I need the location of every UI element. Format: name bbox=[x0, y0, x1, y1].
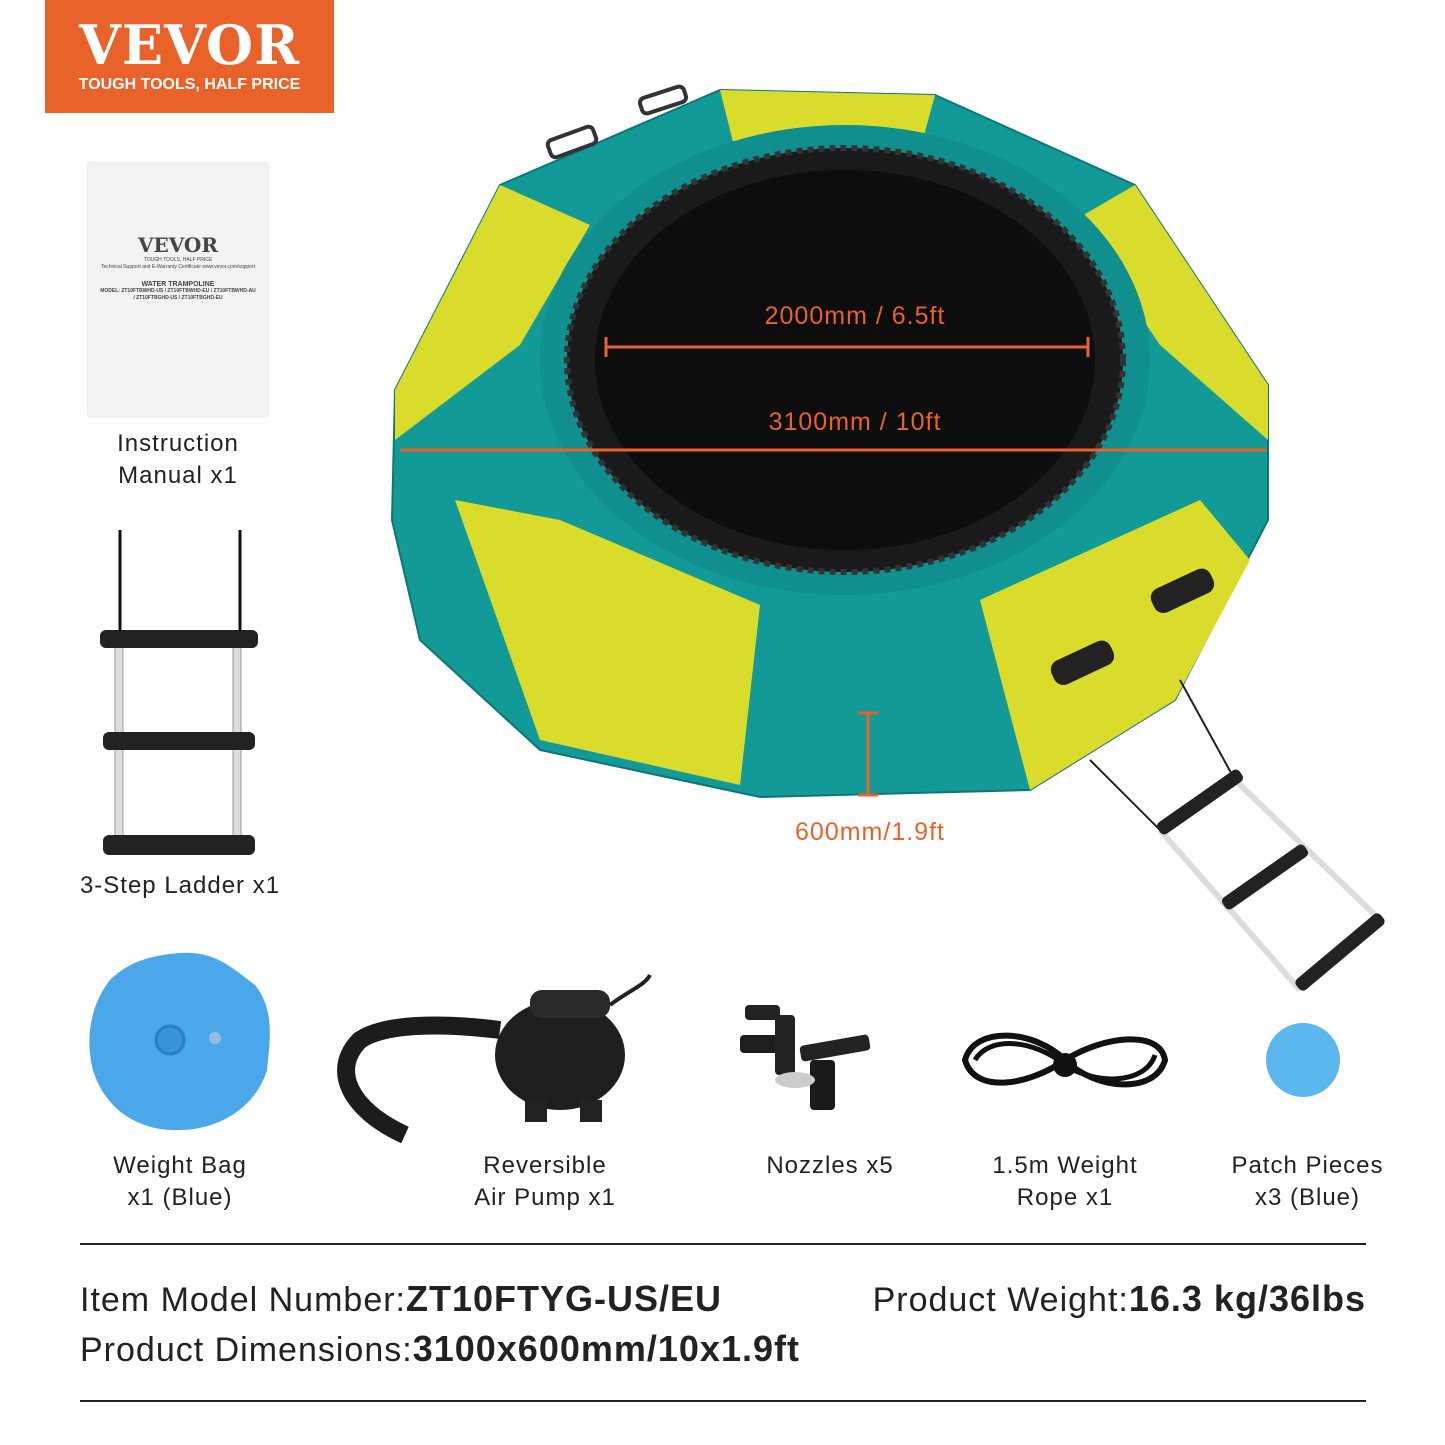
weight-label: Product Weight: bbox=[872, 1281, 1129, 1319]
manual-tagline: TOUGH TOOLS, HALF PRICE bbox=[143, 257, 213, 263]
caption-line: Nozzles x5 bbox=[766, 1152, 894, 1179]
caption-line: Manual x1 bbox=[118, 462, 238, 489]
model-value: ZT10FTYG-US/EU bbox=[406, 1278, 723, 1319]
brand-logo: VEVOR TOUGH TOOLS, HALF PRICE bbox=[45, 0, 334, 113]
mat-diameter-label: 2000mm / 6.5ft bbox=[764, 302, 946, 330]
brand-name: VEVOR bbox=[79, 13, 300, 77]
nozzles-image bbox=[740, 1005, 871, 1110]
caption-rope: 1.5m Weight Rope x1 bbox=[965, 1150, 1165, 1214]
caption-line: Weight Bag bbox=[113, 1152, 247, 1179]
overall-diameter-label: 3100mm / 10ft bbox=[768, 408, 942, 436]
caption-line: Patch Pieces bbox=[1231, 1152, 1384, 1179]
dims-label: Product Dimensions: bbox=[80, 1331, 413, 1369]
trampoline-image bbox=[390, 84, 1385, 992]
divider-top bbox=[80, 1243, 1366, 1245]
height-label: 600mm/1.9ft bbox=[795, 818, 945, 846]
caption-line: Air Pump x1 bbox=[474, 1184, 616, 1211]
product-weight: Product Weight:16.3 kg/36lbs bbox=[873, 1278, 1366, 1320]
air-pump-image bbox=[337, 973, 652, 1144]
rope-image bbox=[961, 1032, 1169, 1088]
brand-tagline: TOUGH TOOLS, HALF PRICE bbox=[78, 76, 301, 93]
patch-pieces-image bbox=[1266, 1023, 1340, 1097]
weight-bag-image bbox=[89, 952, 270, 1131]
manual-brand: VEVOR bbox=[138, 233, 218, 257]
dims-value: 3100x600mm/10x1.9ft bbox=[412, 1328, 800, 1369]
caption-line: x3 (Blue) bbox=[1254, 1184, 1361, 1211]
manual-models: MODEL: ZT10FTBWHD-US / ZT10FTBWHD-EU / Z… bbox=[100, 288, 256, 301]
weight-value: 16.3 kg/36lbs bbox=[1128, 1278, 1366, 1319]
caption-line: 1.5m Weight bbox=[992, 1152, 1138, 1179]
caption-line: Instruction bbox=[117, 430, 239, 457]
product-dimensions: Product Dimensions:3100x600mm/10x1.9ft bbox=[80, 1328, 800, 1370]
caption-weight-bag: Weight Bag x1 (Blue) bbox=[80, 1150, 280, 1214]
caption-ladder: 3-Step Ladder x1 bbox=[60, 870, 300, 902]
manual-title: WATER TRAMPOLINE bbox=[141, 281, 215, 288]
caption-line: Reversible bbox=[483, 1152, 607, 1179]
caption-air-pump: Reversible Air Pump x1 bbox=[440, 1150, 650, 1214]
caption-patch-pieces: Patch Pieces x3 (Blue) bbox=[1200, 1150, 1415, 1214]
caption-line: Rope x1 bbox=[1016, 1184, 1114, 1211]
divider-bottom bbox=[80, 1400, 1366, 1402]
model-label: Item Model Number: bbox=[80, 1281, 406, 1319]
ladder-image bbox=[100, 530, 258, 855]
caption-line: x1 (Blue) bbox=[127, 1184, 233, 1211]
model-number: Item Model Number:ZT10FTYG-US/EU bbox=[80, 1278, 722, 1320]
caption-manual: Instruction Manual x1 bbox=[78, 428, 278, 492]
caption-nozzles: Nozzles x5 bbox=[740, 1150, 920, 1182]
dimension-lines bbox=[400, 337, 1266, 797]
instruction-manual-image: VEVOR TOUGH TOOLS, HALF PRICE Technical … bbox=[88, 163, 268, 416]
manual-support: Technical Support and E-Warranty Certifi… bbox=[100, 264, 256, 270]
caption-line: 3-Step Ladder x1 bbox=[79, 872, 281, 899]
